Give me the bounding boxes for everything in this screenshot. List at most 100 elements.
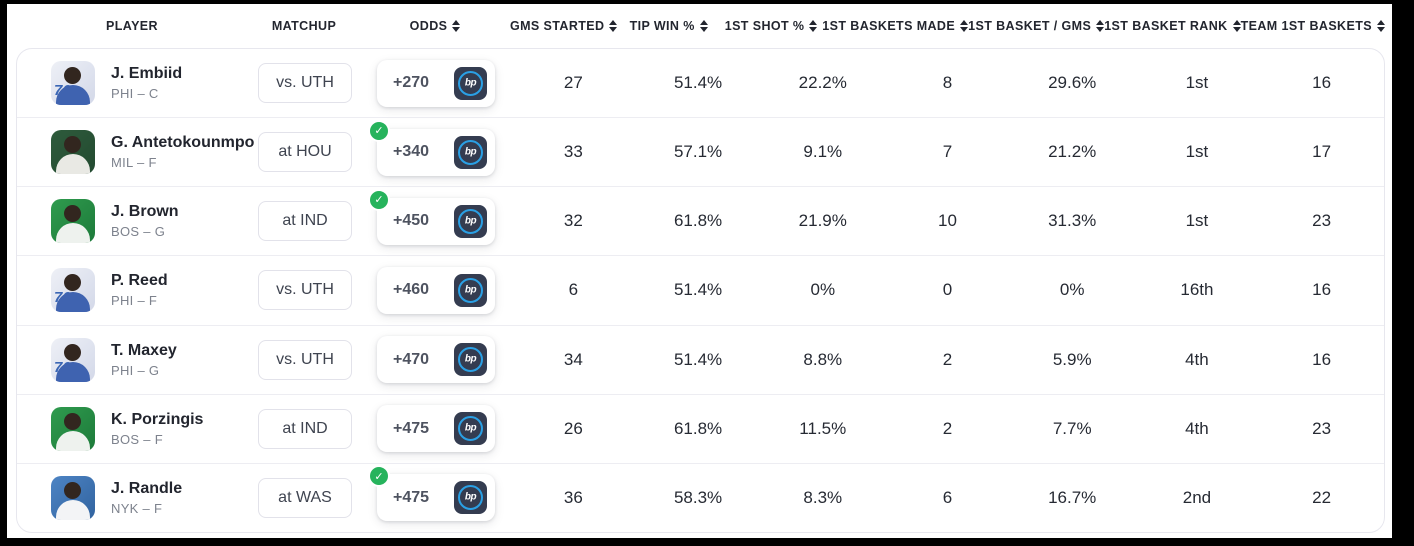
first-basket-per-gms-value: 16.7%: [1048, 487, 1097, 507]
odds-button[interactable]: ✓ +475 bp: [368, 465, 495, 522]
odds-button[interactable]: ✓ +450 bp: [368, 188, 495, 245]
sort-arrows-icon[interactable]: [1232, 20, 1241, 32]
column-label: 1ST SHOT %: [724, 19, 805, 33]
best-odds-check-icon: ✓: [368, 119, 390, 142]
odds-button[interactable]: +270 bp: [377, 59, 495, 107]
table-row: J. Brown BOS – G at IND ✓ +450 bp 32 61.…: [17, 186, 1384, 255]
sportsbook-bp-logo-icon[interactable]: bp: [454, 343, 487, 377]
player-name: J. Embiid: [111, 65, 183, 83]
player-team-position: PHI – C: [111, 86, 159, 102]
first-shot-pct-value: 22.2%: [798, 73, 847, 93]
sportsbook-bp-logo-icon[interactable]: bp: [454, 412, 487, 446]
odds-button[interactable]: ✓ +340 bp: [368, 119, 495, 176]
odds-button[interactable]: +460 bp: [377, 266, 495, 314]
matchup-chip: at IND: [258, 201, 352, 242]
player-team-position: NYK – F: [111, 500, 163, 516]
first-shot-pct-value: 21.9%: [798, 211, 847, 231]
gms-started-value: 36: [563, 487, 583, 507]
sportsbook-bp-logo-icon[interactable]: bp: [454, 66, 487, 100]
sportsbook-bp-logo-icon[interactable]: bp: [454, 135, 487, 169]
sportsbook-bp-logo-icon[interactable]: bp: [454, 273, 487, 307]
column-label: PLAYER: [106, 19, 158, 33]
sort-arrows-icon[interactable]: [609, 20, 618, 32]
table-row: J. Randle NYK – F at WAS ✓ +475 bp 36 58…: [17, 462, 1384, 532]
matchup-chip: at IND: [258, 408, 352, 449]
team-first-baskets-value: 22: [1312, 487, 1332, 507]
column-header-1st-basket-per-gms[interactable]: 1ST BASKET / GMS: [968, 19, 1105, 33]
column-header-1st-shot-pct[interactable]: 1ST SHOT %: [720, 19, 822, 33]
odds-value: +475: [393, 419, 430, 437]
first-shot-pct-value: 0%: [810, 280, 836, 300]
column-label: TIP WIN %: [629, 19, 695, 33]
first-baskets-made-value: 2: [942, 418, 953, 438]
first-basket-rank-value: 2nd: [1182, 487, 1212, 507]
table-body-card: 76 J. Embiid PHI – C vs. UTH +270 bp 27 …: [16, 48, 1385, 533]
first-baskets-made-value: 2: [942, 349, 953, 369]
column-label: ODDS: [409, 19, 448, 33]
gms-started-value: 6: [568, 280, 579, 300]
odds-value: +475: [393, 488, 430, 506]
column-label: 1ST BASKET / GMS: [968, 19, 1092, 33]
sort-arrows-icon[interactable]: [1377, 20, 1385, 32]
stats-table: PLAYER MATCHUP ODDS GMS STARTED TIP WIN …: [16, 4, 1385, 538]
player-cell[interactable]: J. Brown BOS – G: [17, 199, 249, 244]
player-cell[interactable]: 76 P. Reed PHI – F: [17, 268, 249, 313]
column-label: GMS STARTED: [510, 19, 605, 33]
best-odds-check-icon: ✓: [368, 465, 390, 488]
player-avatar: 76: [51, 337, 95, 382]
first-baskets-made-value: 10: [938, 211, 957, 231]
odds-value: +270: [393, 74, 430, 92]
player-cell[interactable]: G. Antetokounmpo MIL – F: [17, 130, 254, 175]
first-shot-pct-value: 9.1%: [803, 142, 843, 162]
column-header-gms-started[interactable]: GMS STARTED: [510, 19, 618, 33]
player-cell[interactable]: K. Porzingis BOS – F: [17, 406, 249, 451]
odds-value: +470: [393, 350, 430, 368]
matchup-chip: vs. UTH: [258, 63, 352, 104]
column-header-tip-win-pct[interactable]: TIP WIN %: [617, 19, 719, 33]
player-name: T. Maxey: [111, 341, 177, 359]
player-team-position: BOS – G: [111, 224, 166, 240]
first-baskets-made-value: 6: [942, 487, 953, 507]
odds-button[interactable]: +470 bp: [377, 336, 495, 384]
team-first-baskets-value: 16: [1312, 349, 1332, 369]
column-header-1st-basket-rank[interactable]: 1ST BASKET RANK: [1104, 19, 1241, 33]
sportsbook-bp-logo-icon[interactable]: bp: [454, 204, 487, 238]
column-header-team-1st-baskets[interactable]: TEAM 1ST BASKETS: [1241, 19, 1385, 33]
player-team-position: PHI – G: [111, 362, 160, 378]
first-basket-per-gms-value: 29.6%: [1048, 73, 1097, 93]
first-baskets-made-value: 8: [942, 73, 953, 93]
first-basket-rank-value: 1st: [1185, 142, 1209, 162]
table-row: 76 J. Embiid PHI – C vs. UTH +270 bp 27 …: [17, 49, 1384, 117]
player-cell[interactable]: 76 T. Maxey PHI – G: [17, 337, 249, 382]
tip-win-pct-value: 61.8%: [673, 211, 723, 231]
sort-arrows-icon[interactable]: [699, 20, 708, 32]
player-avatar: [51, 130, 95, 175]
team-first-baskets-value: 16: [1312, 280, 1332, 300]
column-header-matchup: MATCHUP: [248, 19, 360, 33]
sort-arrows-icon[interactable]: [960, 20, 969, 32]
tip-win-pct-value: 57.1%: [673, 142, 723, 162]
column-header-1st-baskets-made[interactable]: 1ST BASKETS MADE: [822, 19, 969, 33]
table-row: K. Porzingis BOS – F at IND +475 bp 26 6…: [17, 393, 1384, 463]
sort-arrows-icon[interactable]: [1096, 20, 1105, 32]
page-background: PLAYER MATCHUP ODDS GMS STARTED TIP WIN …: [7, 4, 1392, 538]
team-first-baskets-value: 23: [1312, 211, 1332, 231]
player-team-position: MIL – F: [111, 155, 157, 171]
sort-arrows-icon[interactable]: [809, 20, 818, 32]
player-cell[interactable]: J. Randle NYK – F: [17, 475, 249, 520]
first-basket-rank-value: 4th: [1185, 418, 1209, 438]
column-header-odds[interactable]: ODDS: [360, 19, 510, 33]
first-basket-per-gms-value: 31.3%: [1048, 211, 1097, 231]
sportsbook-bp-logo-icon[interactable]: bp: [454, 481, 487, 515]
gms-started-value: 26: [563, 418, 583, 438]
matchup-chip: at HOU: [258, 132, 352, 173]
player-team-position: BOS – F: [111, 431, 163, 447]
first-baskets-made-value: 0: [942, 280, 953, 300]
column-label: MATCHUP: [271, 19, 337, 33]
sort-arrows-icon[interactable]: [452, 20, 461, 32]
player-cell[interactable]: 76 J. Embiid PHI – C: [17, 61, 249, 106]
best-odds-check-icon: ✓: [368, 188, 390, 211]
odds-button[interactable]: +475 bp: [377, 405, 495, 453]
first-basket-per-gms-value: 7.7%: [1052, 418, 1092, 438]
odds-value: +460: [393, 281, 430, 299]
